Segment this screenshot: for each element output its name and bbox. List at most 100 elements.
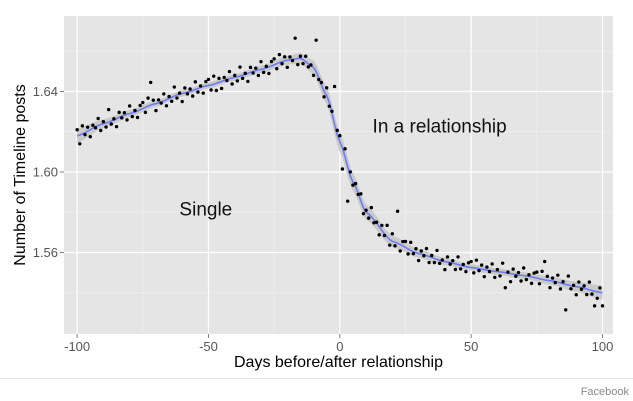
data-point <box>233 73 237 78</box>
data-point <box>206 77 211 82</box>
data-point <box>330 109 334 113</box>
data-point <box>566 274 571 278</box>
data-point <box>246 79 250 84</box>
data-point <box>564 308 568 312</box>
data-point <box>133 108 137 113</box>
data-point <box>532 271 536 275</box>
data-point <box>191 94 195 98</box>
data-point <box>527 273 531 277</box>
data-point <box>443 267 447 272</box>
data-point <box>582 284 586 288</box>
data-point <box>519 279 523 283</box>
data-point <box>99 128 103 133</box>
y-tick-label: 1.56 <box>33 245 58 260</box>
data-point <box>556 273 560 277</box>
data-point <box>322 95 326 99</box>
data-point <box>445 255 450 259</box>
data-point <box>296 62 300 67</box>
data-point <box>419 249 423 253</box>
data-point <box>485 265 489 269</box>
y-axis-ticks: 1.56 1.60 1.64 <box>33 84 64 260</box>
data-point <box>196 90 200 94</box>
data-point <box>162 92 166 96</box>
data-point <box>458 267 463 271</box>
data-point <box>500 261 505 265</box>
x-tick-label: 0 <box>336 339 343 354</box>
data-point <box>521 266 526 270</box>
data-point <box>487 269 492 274</box>
data-point <box>553 280 557 285</box>
data-point <box>259 59 263 64</box>
data-point <box>120 116 124 120</box>
data-point <box>112 117 116 121</box>
data-point <box>151 98 156 102</box>
data-point <box>435 248 439 253</box>
data-point <box>91 123 95 127</box>
data-point <box>571 283 576 288</box>
data-point <box>317 77 321 82</box>
data-point <box>282 55 287 59</box>
data-point <box>240 76 245 81</box>
smooth-trend-line <box>76 57 603 294</box>
data-point <box>479 263 484 267</box>
data-point <box>482 274 486 279</box>
data-point <box>183 86 187 90</box>
data-point <box>516 270 521 275</box>
data-point <box>78 142 82 146</box>
data-point <box>177 91 182 95</box>
data-point <box>222 75 226 80</box>
data-point <box>506 270 510 274</box>
data-point <box>135 115 140 120</box>
data-point <box>230 82 234 86</box>
footer-divider <box>0 378 633 379</box>
annotations-layer: Single In a relationship <box>179 117 506 221</box>
data-point <box>340 167 345 171</box>
data-point <box>198 84 203 88</box>
data-point <box>148 80 153 85</box>
data-point <box>440 258 444 262</box>
data-point <box>319 80 324 85</box>
data-point <box>156 98 161 102</box>
data-point <box>464 269 468 274</box>
data-point <box>101 119 106 124</box>
data-point <box>477 268 481 273</box>
data-point <box>243 71 247 76</box>
data-point <box>411 251 416 256</box>
data-point <box>395 209 400 213</box>
data-point <box>388 243 392 247</box>
data-point <box>254 66 258 70</box>
data-point <box>219 86 224 91</box>
x-tick-label: -100 <box>64 339 90 354</box>
data-point <box>309 63 313 67</box>
data-point <box>88 135 92 139</box>
data-point <box>422 254 426 258</box>
data-point <box>401 239 405 244</box>
data-point <box>472 271 476 275</box>
data-point <box>303 54 308 58</box>
data-point <box>106 107 111 112</box>
data-point <box>390 232 395 236</box>
data-point <box>416 258 421 263</box>
data-point <box>290 58 295 63</box>
data-point <box>558 287 563 291</box>
data-points-layer <box>75 36 605 312</box>
data-point <box>353 181 358 186</box>
data-point <box>469 259 473 264</box>
chart-svg: -100 -50 0 50 100 1.56 1.60 1.64 Single In a re… <box>12 16 613 371</box>
x-tick-label: 50 <box>464 339 478 354</box>
data-point <box>385 223 389 228</box>
plot-panel <box>64 16 613 334</box>
data-point <box>104 125 108 129</box>
data-point <box>332 84 337 89</box>
data-point <box>577 280 581 284</box>
data-point <box>569 287 573 291</box>
data-point <box>398 249 402 253</box>
data-point <box>324 86 329 90</box>
data-point <box>122 111 127 115</box>
data-point <box>367 216 371 220</box>
data-point <box>409 240 413 245</box>
data-point <box>277 52 282 57</box>
data-point <box>540 269 544 274</box>
data-point <box>585 292 589 297</box>
data-point <box>248 65 253 70</box>
